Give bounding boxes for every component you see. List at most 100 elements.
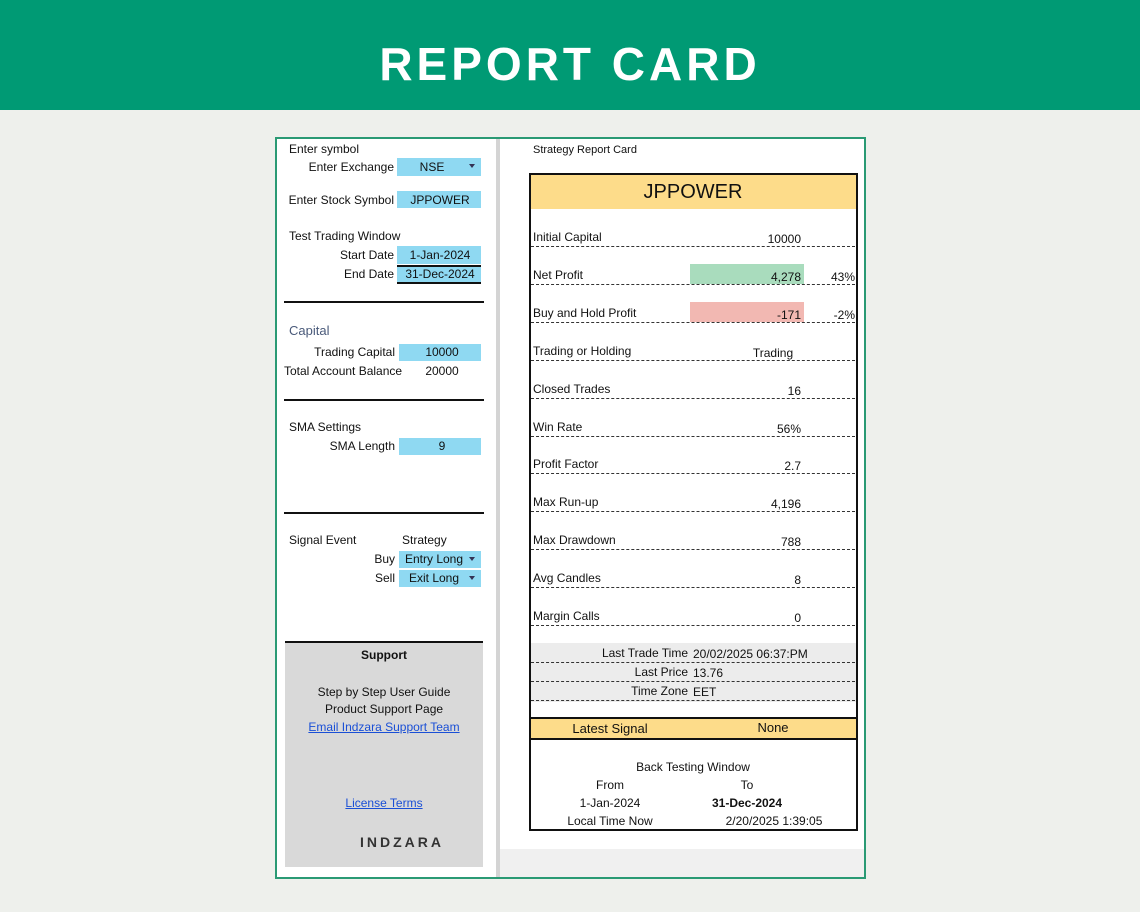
input-cell	[397, 191, 481, 208]
metric-label: Closed Trades	[533, 381, 611, 396]
row-line	[531, 549, 855, 551]
metric-value: 2.7	[784, 459, 801, 474]
field-value: Entry Long	[404, 552, 464, 566]
info-label: Last Price	[634, 665, 688, 679]
row-line	[531, 700, 855, 701]
row-line	[531, 625, 855, 626]
section-label: Test Trading Window	[289, 229, 401, 243]
metric-label: Profit Factor	[533, 457, 599, 472]
window-label: From	[596, 778, 624, 792]
metric-value: 0	[794, 611, 801, 625]
report-symbol: JPPOWER	[643, 181, 743, 203]
field-label: End Date	[343, 267, 394, 281]
metric-label: Margin Calls	[533, 609, 600, 623]
section-label: Enter symbol	[289, 142, 360, 156]
window-value: 2/20/2025 1:39:05	[725, 814, 823, 828]
metric-percent: -2%	[833, 307, 855, 322]
input-cell	[399, 344, 481, 361]
window-label: To	[740, 778, 754, 792]
row-line	[531, 283, 855, 285]
metric-value: -171	[776, 307, 801, 322]
metric-label: Avg Candles	[533, 571, 601, 586]
field-value: 31-Dec-2024	[405, 267, 475, 281]
dropdown	[399, 551, 481, 568]
column-label: Strategy	[402, 533, 447, 547]
row-line	[531, 435, 855, 437]
field-label: Enter Exchange	[308, 160, 394, 174]
metric-label: Net Profit	[533, 267, 584, 282]
field-value: 10000	[425, 345, 459, 359]
row-line	[531, 587, 855, 589]
footer-strip	[500, 849, 864, 877]
support-panel	[285, 641, 483, 867]
dropdown	[399, 570, 481, 587]
row-line	[531, 473, 855, 475]
info-value: 13.76	[693, 666, 724, 680]
metric-label: Initial Capital	[533, 230, 602, 244]
info-area	[531, 643, 856, 702]
header-bar	[0, 0, 1140, 110]
metric-label: Win Rate	[533, 419, 583, 434]
metric-value: 4,278	[770, 269, 801, 284]
section-label: Capital	[289, 323, 330, 338]
signal-value: None	[757, 720, 789, 735]
support-title: Support	[361, 648, 407, 662]
metric-value: 8	[794, 573, 801, 588]
info-label: Last Trade Time	[601, 646, 688, 660]
panel-separator	[496, 139, 500, 877]
info-value: EET	[693, 685, 717, 699]
input-cell	[397, 265, 481, 284]
support-link: Step by Step User Guide	[317, 685, 451, 699]
metric-value: 788	[780, 535, 801, 550]
field-value: NSE	[419, 160, 445, 174]
field-label: Total Account Balance	[284, 364, 403, 378]
support-link[interactable]: Email Indzara Support Team	[308, 720, 460, 734]
support-link: Product Support Page	[324, 702, 444, 716]
header-title: REPORT CARD	[379, 38, 761, 90]
field-label: Start Date	[339, 248, 394, 262]
metric-highlight	[690, 301, 804, 322]
metric-percent: 43%	[830, 269, 855, 284]
info-label: Time Zone	[631, 684, 688, 698]
field-label: Trading Capital	[314, 345, 395, 359]
dropdown	[397, 158, 481, 176]
symbol-header	[531, 175, 856, 209]
metric-value: 10000	[767, 232, 801, 246]
row-line	[531, 662, 855, 663]
metric-value: 56%	[776, 421, 801, 436]
divider	[284, 399, 484, 401]
metric-label: Buy and Hold Profit	[533, 305, 637, 320]
window-value: 31-Dec-2024	[711, 796, 783, 810]
metric-label: Max Drawdown	[533, 533, 616, 548]
field-label: SMA Length	[329, 439, 395, 453]
signal-label: Latest Signal	[572, 721, 648, 736]
divider	[284, 301, 484, 303]
window-title: Back Testing Window	[636, 760, 750, 774]
section-label: Signal Event	[289, 533, 357, 547]
row-line	[531, 511, 855, 513]
metric-value: Trading	[752, 345, 794, 360]
row-line	[531, 321, 855, 323]
metric-label: Trading or Holding	[533, 343, 632, 358]
window-label: Local Time Now	[567, 814, 653, 828]
metric-label: Max Run-up	[533, 495, 599, 510]
row-line	[531, 681, 855, 682]
field-value: JPPOWER	[410, 193, 470, 207]
input-cell	[399, 438, 481, 455]
brand-name: INDZARA	[360, 834, 444, 850]
divider	[284, 512, 484, 514]
field-value: 20000	[425, 364, 459, 378]
metric-value: 4,196	[770, 497, 801, 512]
input-cell	[397, 246, 481, 264]
report-title: Strategy Report Card	[533, 144, 637, 156]
field-label: Buy	[374, 552, 395, 566]
section-label: SMA Settings	[289, 420, 362, 434]
license-link[interactable]: License Terms	[345, 796, 423, 810]
field-value: Exit Long	[408, 571, 460, 585]
row-line	[531, 359, 855, 361]
window-value: 1-Jan-2024	[579, 796, 641, 810]
field-label: Sell	[374, 571, 395, 585]
field-value: 9	[438, 439, 446, 453]
row-line	[531, 246, 855, 247]
